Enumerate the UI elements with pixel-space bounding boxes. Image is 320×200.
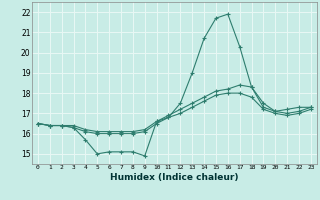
X-axis label: Humidex (Indice chaleur): Humidex (Indice chaleur) [110, 173, 239, 182]
